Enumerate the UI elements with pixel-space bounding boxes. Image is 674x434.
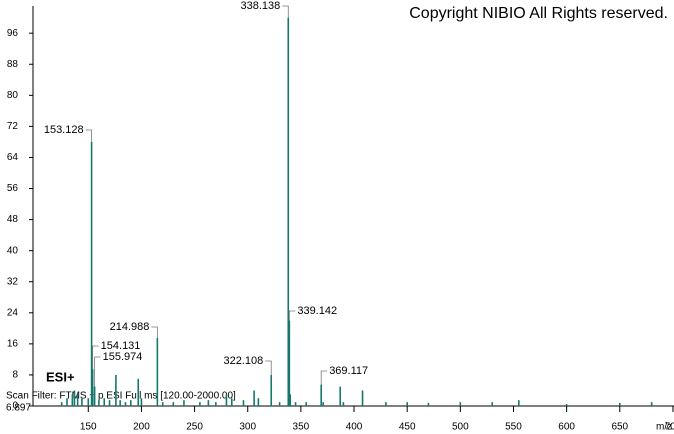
x-tick-label: 700 bbox=[665, 422, 674, 433]
y-tick-label: 96 bbox=[7, 28, 19, 39]
x-tick-label: 600 bbox=[558, 422, 575, 433]
peak-label: 369.117 bbox=[329, 365, 368, 377]
y-tick-label: 24 bbox=[7, 307, 19, 318]
label-leader bbox=[92, 345, 99, 370]
x-axis-label: m/z bbox=[656, 422, 672, 433]
peak-label: 155.974 bbox=[103, 351, 143, 363]
label-leader bbox=[265, 360, 272, 375]
x-tick-label: 200 bbox=[133, 422, 150, 433]
copyright: Copyright NIBIO All Rights reserved. bbox=[409, 5, 668, 22]
y-tick-label: 80 bbox=[7, 90, 19, 101]
y-tick-label: 16 bbox=[7, 339, 19, 350]
x-tick-label: 450 bbox=[399, 422, 416, 433]
x-tick-label: 150 bbox=[80, 422, 97, 433]
y-tick-label: 72 bbox=[7, 121, 19, 132]
label-leader bbox=[151, 326, 158, 339]
y-tick-label: 56 bbox=[7, 183, 19, 194]
y-tick-label: 88 bbox=[7, 59, 19, 70]
x-tick-label: 650 bbox=[611, 422, 628, 433]
y-tick-label: 8 bbox=[12, 370, 18, 381]
peak-label: 154.131 bbox=[101, 340, 141, 352]
y-tick-label: 40 bbox=[7, 245, 19, 256]
peak-label: 338.138 bbox=[241, 0, 281, 12]
label-leader bbox=[320, 370, 328, 385]
retention-time: 6.897 bbox=[6, 403, 31, 414]
label-leader bbox=[94, 356, 101, 387]
y-tick-label: 48 bbox=[7, 214, 19, 225]
label-leader bbox=[288, 310, 296, 321]
x-tick-label: 300 bbox=[239, 422, 256, 433]
x-tick-label: 550 bbox=[505, 422, 522, 433]
peak-label: 214.988 bbox=[110, 321, 150, 333]
y-tick-label: 0 bbox=[12, 401, 18, 412]
x-tick-label: 400 bbox=[346, 422, 363, 433]
peak-label: 322.108 bbox=[223, 355, 263, 367]
y-tick-label: 64 bbox=[7, 152, 19, 163]
x-tick-label: 250 bbox=[186, 422, 203, 433]
label-leader bbox=[85, 129, 93, 142]
ion-mode: ESI+ bbox=[46, 369, 75, 384]
y-tick-label: 32 bbox=[7, 276, 19, 287]
label-leader bbox=[282, 5, 289, 18]
peak-label: 153.128 bbox=[44, 124, 84, 136]
peak-label: 339.142 bbox=[297, 305, 337, 317]
scan-filter: Scan Filter: FTMS + p ESI Full ms [120.0… bbox=[6, 391, 236, 402]
x-tick-label: 500 bbox=[452, 422, 469, 433]
x-tick-label: 350 bbox=[293, 422, 310, 433]
